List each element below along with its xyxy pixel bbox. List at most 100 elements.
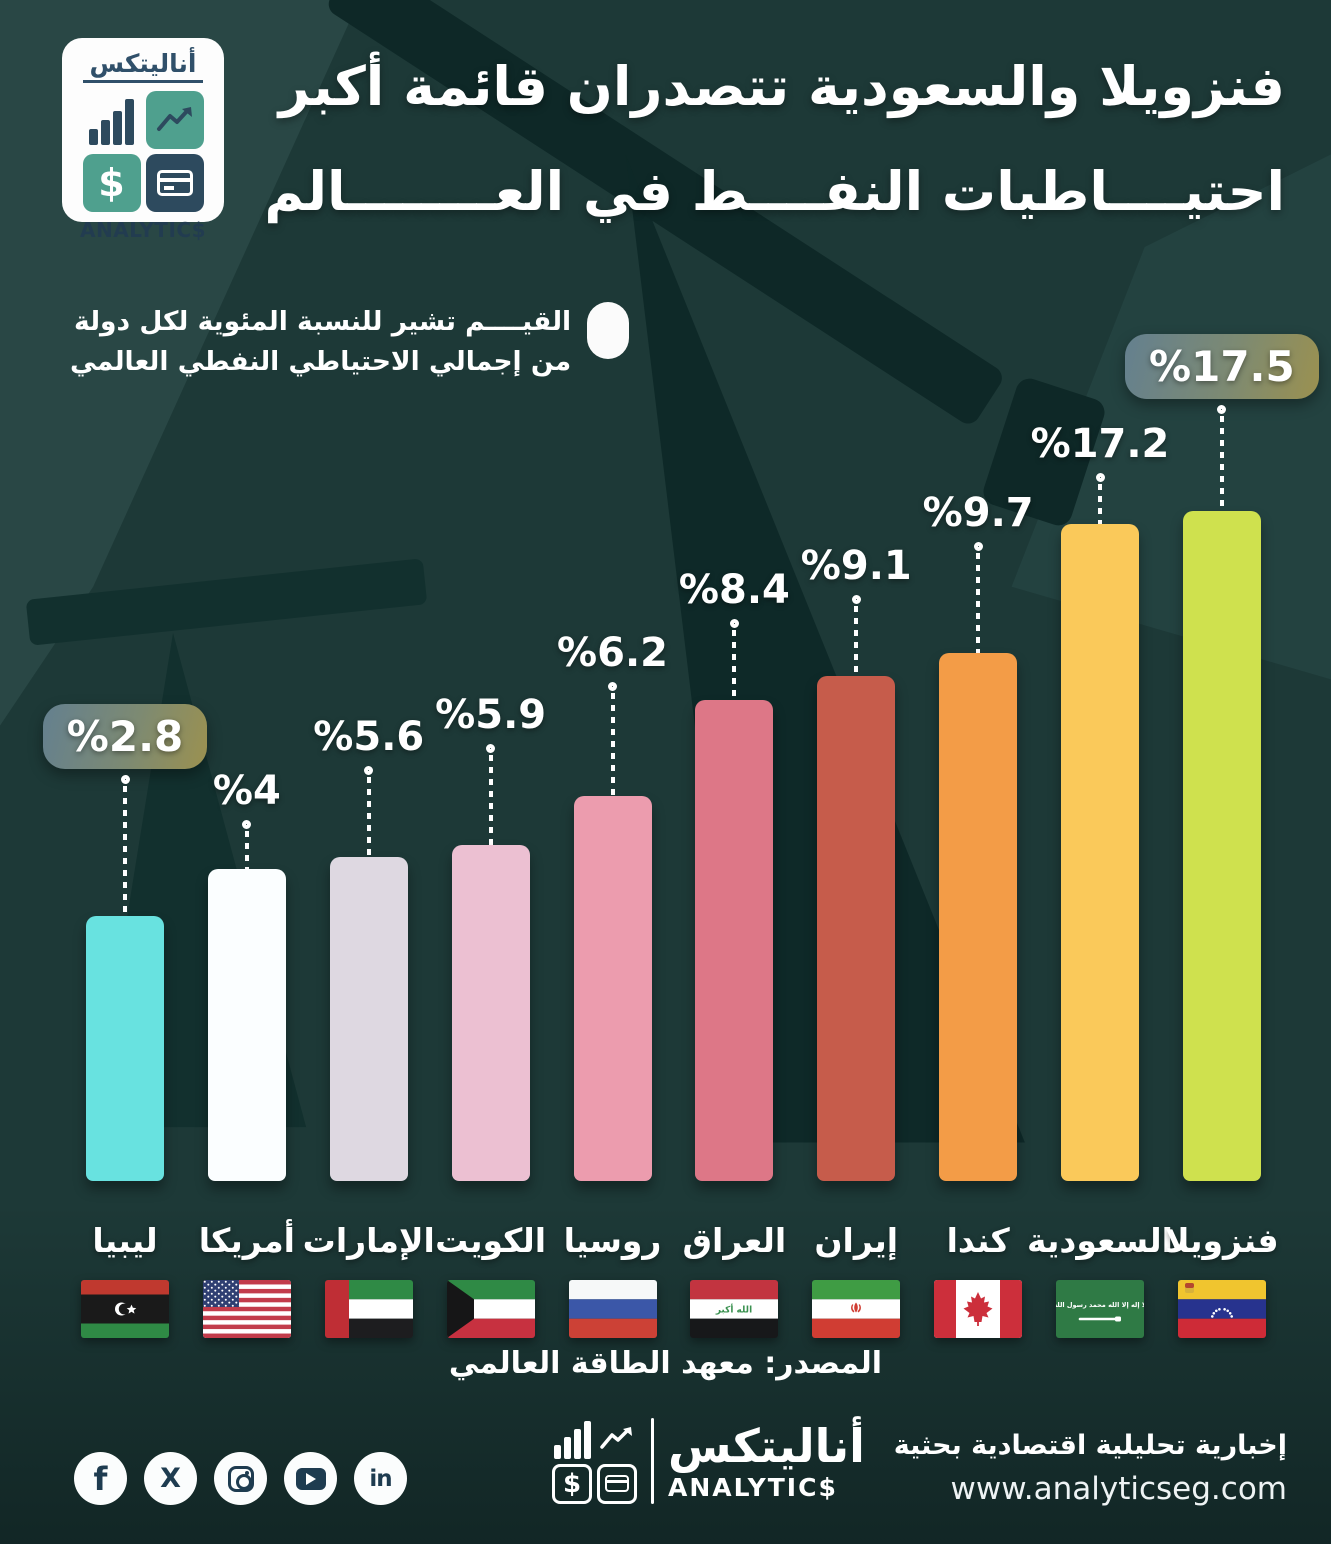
- flag-russia-icon: [568, 1280, 657, 1338]
- connector-circle: [364, 766, 374, 775]
- credit-card-icon: [145, 153, 204, 212]
- value-label: %17.5: [1125, 334, 1319, 399]
- chart-column-iraq: %8.4 العراق الله أكبر: [679, 567, 790, 1338]
- connector-dotted-line: [732, 630, 737, 700]
- chart-column-russia: %6.2 روسيا: [557, 630, 668, 1338]
- value-label: %9.1: [800, 543, 912, 589]
- title-line-1: فنزويلا والسعودية تتصدران قائمة أكبر: [278, 55, 1285, 118]
- connector-circle: [729, 619, 739, 628]
- bar-chart-icon: [83, 91, 141, 149]
- page-title: فنزويلا والسعودية تتصدران قائمة أكبر احت…: [264, 34, 1285, 245]
- brand-name-latin: ANALYTIC$: [668, 1472, 838, 1502]
- brand-logo-icon-grid: $: [82, 90, 204, 212]
- title-line-2: احتيــــاطيات النفــــط في العــــــــال…: [264, 160, 1285, 224]
- brand-name-latin: ANALYTIC$: [80, 217, 206, 242]
- flag-iran-icon: [812, 1280, 901, 1338]
- bar-libya: [86, 916, 164, 1181]
- value-label: %8.4: [678, 567, 790, 613]
- flag-saudi-arabia-icon: لا إله إلا الله محمد رسول الله: [1056, 1280, 1144, 1338]
- footer-tagline: إخبارية تحليلية اقتصادية بحثية: [893, 1430, 1287, 1461]
- chart-column-uae: %5.6 الإمارات: [303, 714, 435, 1338]
- bar-iran: [817, 676, 896, 1181]
- trend-line-icon: [597, 1419, 637, 1459]
- chart-column-canada: %9.7 كندا: [923, 490, 1034, 1338]
- svg-text:لا إله إلا الله محمد رسول الله: لا إله إلا الله محمد رسول الله: [1056, 1301, 1144, 1309]
- bar-saudi-arabia: [1061, 524, 1139, 1181]
- dollar-icon: $: [552, 1463, 592, 1504]
- connector-dotted-line: [854, 606, 859, 676]
- connector-circle: [242, 820, 252, 829]
- country-label: ليبيا: [92, 1221, 158, 1260]
- dollar-icon: $: [82, 153, 141, 212]
- value-label: %5.6: [313, 714, 425, 760]
- connector-circle: [1095, 473, 1105, 482]
- footer-logo-divider: [651, 1418, 654, 1504]
- country-label: الإمارات: [302, 1221, 435, 1260]
- svg-text:الله أكبر: الله أكبر: [715, 1304, 752, 1316]
- connector-circle: [973, 542, 983, 551]
- flag-canada-icon: [934, 1280, 1023, 1338]
- bar-iraq: [695, 700, 774, 1181]
- bar-venezuela: [1182, 511, 1261, 1181]
- chart-column-kuwait: %5.9 الكويت: [435, 692, 546, 1338]
- connector-dotted-line: [976, 553, 981, 653]
- value-label: %6.2: [557, 630, 668, 676]
- chart-column-venezuela: %17.5 فنزويلا: [1125, 334, 1319, 1338]
- flag-usa-icon: [202, 1280, 291, 1338]
- connector-dotted-line: [1098, 484, 1102, 524]
- value-label: %5.9: [435, 692, 547, 738]
- flag-libya-icon: [81, 1280, 169, 1338]
- note-bullet-pill: [587, 302, 630, 359]
- country-label: فنزويلا: [1165, 1221, 1279, 1260]
- linkedin-icon[interactable]: in: [354, 1452, 407, 1505]
- bar-uae: [329, 857, 408, 1181]
- flag-uae-icon: [324, 1280, 413, 1338]
- flag-iraq-icon: الله أكبر: [690, 1280, 779, 1338]
- chart-column-usa: %4 أمريكا: [199, 768, 295, 1338]
- brand-name-arabic: أناليتكس: [668, 1418, 865, 1473]
- bar-usa: [207, 869, 286, 1181]
- value-label: %9.7: [922, 490, 1034, 536]
- flag-kuwait-icon: [446, 1280, 535, 1338]
- footer-brand-logo: $ أناليتكس ANALYTIC$: [552, 1418, 865, 1504]
- connector-dotted-line: [610, 693, 615, 796]
- country-label: العراق: [682, 1221, 787, 1260]
- connector-circle: [851, 595, 861, 604]
- bar-canada: [939, 653, 1018, 1181]
- connector-circle: [1217, 405, 1227, 414]
- bar-chart: %2.8 ليبيا %4 أمريكا: [42, 300, 1319, 1338]
- connector-circle: [608, 682, 617, 691]
- facebook-icon[interactable]: f: [74, 1452, 127, 1505]
- value-label: %2.8: [42, 704, 208, 769]
- chart-note: القيــــم تشير للنسبة المئوية لكل دولة م…: [70, 302, 630, 382]
- connector-dotted-line: [244, 831, 249, 869]
- chart-column-iran: %9.1 إيران: [801, 543, 912, 1338]
- country-label: كندا: [946, 1221, 1010, 1260]
- connector-dotted-line: [123, 786, 127, 916]
- connector-dotted-line: [366, 777, 371, 857]
- footer-logo-text: أناليتكس ANALYTIC$: [668, 1423, 865, 1500]
- instagram-icon[interactable]: [214, 1452, 267, 1505]
- bar-kuwait: [451, 845, 530, 1181]
- country-label: أمريكا: [198, 1221, 295, 1260]
- bar-russia: [573, 796, 652, 1181]
- footer-url[interactable]: www.analyticseg.com: [950, 1471, 1287, 1507]
- connector-dotted-line: [1219, 416, 1224, 511]
- country-label: الكويت: [435, 1221, 547, 1260]
- connector-dotted-line: [488, 755, 493, 845]
- note-text: القيــــم تشير للنسبة المئوية لكل دولة م…: [70, 306, 572, 377]
- social-icons-row: f X in: [74, 1452, 407, 1505]
- value-label: %17.2: [1030, 421, 1170, 467]
- country-label: روسيا: [563, 1221, 662, 1260]
- x-twitter-icon[interactable]: X: [144, 1452, 197, 1505]
- country-label: إيران: [814, 1221, 899, 1260]
- bar-chart-icon: [552, 1419, 592, 1459]
- brand-name-arabic: أناليتكس: [83, 50, 203, 83]
- youtube-icon[interactable]: [284, 1452, 337, 1505]
- source-text: المصدر: معهد الطاقة العالمي: [448, 1346, 883, 1381]
- value-label: %4: [212, 768, 281, 814]
- footer-logo-icon-grid: $: [552, 1419, 637, 1504]
- credit-card-icon: [597, 1463, 637, 1504]
- connector-circle: [486, 744, 496, 753]
